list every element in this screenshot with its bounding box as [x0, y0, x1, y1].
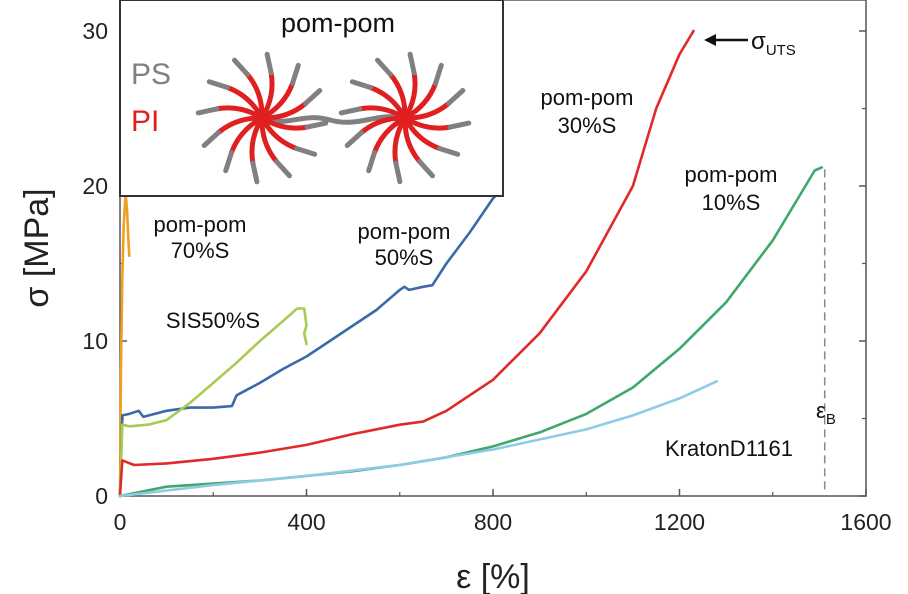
x-tick-label: 400: [287, 509, 325, 535]
inset-ps-label: PS: [131, 58, 171, 91]
x-tick-label: 0: [114, 509, 127, 535]
label-pompom-50-line1: pom-pom: [358, 219, 451, 244]
axis-ticks: 0 400 800 1200 1600 0 10 20 30: [82, 18, 891, 535]
label-sis50: SIS50%S: [166, 308, 260, 333]
ps-arm-end: [433, 62, 444, 86]
break-symbol: ε: [816, 398, 826, 423]
ps-arm-end: [223, 150, 234, 174]
ps-arm-end: [393, 160, 403, 185]
pom-pom-molecule-drawing: [195, 51, 472, 185]
y-tick-label: 0: [95, 483, 108, 509]
ps-arm-end: [201, 130, 221, 148]
x-axis-title: ε [%]: [456, 558, 530, 594]
ps-arm-end: [338, 106, 363, 116]
break-subscript: B: [826, 411, 836, 428]
label-pompom-50-line2: 50%S: [375, 245, 434, 270]
x-tick-label: 1600: [840, 509, 891, 535]
label-pompom-10-line2: 10%S: [702, 190, 761, 215]
ps-arm-end: [375, 57, 393, 77]
label-pompom-30-line1: pom-pom: [541, 85, 634, 110]
ps-arm-end: [304, 120, 329, 130]
ps-arm-end: [232, 57, 250, 77]
y-axis-title: σ [MPa]: [18, 188, 56, 307]
ps-arm-end: [274, 159, 292, 179]
pi-arm: [259, 100, 309, 121]
x-tick-label: 1200: [654, 509, 705, 535]
molecule-inset: pom-pom PS PI: [119, 0, 504, 197]
pi-arm: [402, 100, 452, 121]
label-pompom-30-line2: 30%S: [558, 113, 617, 138]
inset-pi-label: PI: [131, 105, 159, 138]
inset-title: pom-pom: [281, 8, 395, 38]
label-pompom-70-line2: 70%S: [171, 238, 230, 263]
label-pompom-70-line1: pom-pom: [154, 212, 247, 237]
ps-arm-end: [407, 51, 417, 76]
ps-arm-end: [206, 79, 230, 90]
y-tick-label: 20: [82, 173, 108, 199]
label-kraton: KratonD1161: [665, 436, 793, 461]
svg-text:σUTS: σUTS: [751, 28, 796, 59]
ps-arm-end: [264, 51, 274, 76]
ps-arm-end: [446, 88, 466, 106]
ps-arm-end: [349, 79, 373, 90]
y-tick-label: 10: [82, 328, 108, 354]
uts-marker: σUTS: [704, 28, 796, 59]
ps-arm-end: [447, 120, 472, 130]
ps-backbone: [259, 114, 408, 125]
series-line-sis50-s: [118, 307, 308, 498]
x-tick-label: 800: [474, 509, 512, 535]
uts-subscript: UTS: [766, 42, 796, 59]
ps-arm-end: [366, 150, 377, 174]
svg-text:εB: εB: [816, 398, 836, 428]
ps-arm-end: [294, 146, 318, 157]
ps-arm-end: [344, 130, 364, 148]
series-line-pom-pom-70-s: [118, 192, 131, 498]
ps-arm-end: [195, 106, 220, 116]
ps-arm-end: [417, 159, 435, 179]
ps-arm-end: [303, 88, 323, 106]
label-pompom-10-line1: pom-pom: [685, 162, 778, 187]
ps-arm-end: [250, 160, 260, 185]
y-tick-label: 30: [82, 18, 108, 44]
break-strain-marker: εB: [816, 169, 836, 494]
series-line-pom-pom-30-s: [118, 29, 695, 498]
ps-arm-end: [437, 146, 461, 157]
data-series: [118, 29, 823, 498]
series-line-kratond1161: [118, 380, 719, 498]
ps-arm-end: [290, 62, 301, 86]
series-line-pom-pom-50-s: [118, 192, 499, 498]
uts-symbol: σ: [751, 28, 766, 55]
